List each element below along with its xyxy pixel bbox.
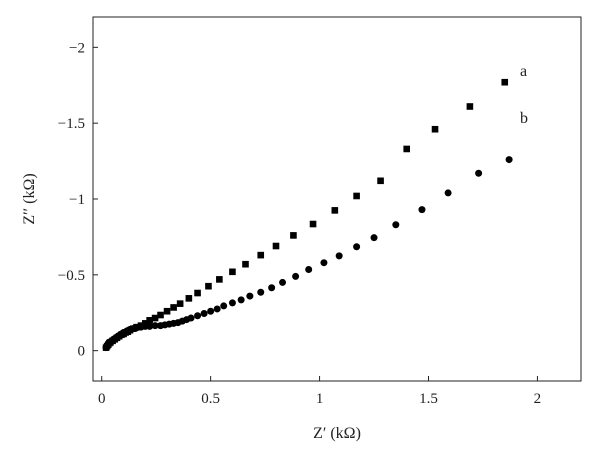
series-b-point xyxy=(246,292,254,300)
x-tick-label: 2 xyxy=(534,391,542,407)
x-tick-label: 0.5 xyxy=(201,391,220,407)
series-a-point xyxy=(403,145,411,153)
y-tick-label: −0.5 xyxy=(58,268,85,284)
series-b-point xyxy=(257,288,265,296)
series-a-point xyxy=(290,232,297,239)
series-b-point xyxy=(200,310,208,318)
x-tick-label: 0 xyxy=(98,391,106,407)
series-a-point xyxy=(242,260,249,268)
series-a-point xyxy=(151,314,159,322)
y-tick-label: 0 xyxy=(78,344,86,360)
series-b-point xyxy=(146,322,154,330)
series-b-point xyxy=(194,312,202,320)
series-a xyxy=(102,78,509,351)
series-a-label: a xyxy=(520,63,527,80)
series-b-point xyxy=(151,322,159,330)
series-b-point xyxy=(228,299,236,307)
series-b-point xyxy=(292,272,300,280)
series-b-point xyxy=(237,296,245,304)
series-a-point xyxy=(216,276,223,283)
series-b-point xyxy=(187,314,195,322)
series-a-point xyxy=(272,242,280,250)
series-a-point xyxy=(176,300,184,307)
series-b-point xyxy=(370,234,378,242)
y-tick-label: −2 xyxy=(69,40,85,56)
series-a-point xyxy=(146,317,153,324)
series-b-point xyxy=(279,278,287,286)
series-a-point xyxy=(353,192,360,200)
y-tick-label: −1.5 xyxy=(58,116,85,132)
series-a-point xyxy=(157,311,164,319)
series-b-point xyxy=(213,305,221,313)
series-b-label: b xyxy=(520,110,528,127)
series-a-point xyxy=(170,304,177,311)
x-tick-label: 1.5 xyxy=(419,391,438,407)
series-b-point xyxy=(475,169,483,177)
series-b-point xyxy=(335,252,343,260)
series-a-point xyxy=(163,307,171,315)
series-b-point xyxy=(392,221,400,229)
series-b xyxy=(102,156,513,352)
series-a-point xyxy=(331,207,339,214)
series-b-point xyxy=(444,189,452,197)
data-points xyxy=(102,78,513,352)
series-a-point xyxy=(205,282,212,290)
series-b-point xyxy=(353,243,361,251)
series-a-point xyxy=(309,220,317,228)
series-a-point xyxy=(431,125,439,133)
x-axis: 0 0.5 1 1.5 2 xyxy=(98,376,541,407)
series-a-point xyxy=(501,78,509,86)
y-tick-label: −1 xyxy=(69,192,85,208)
x-tick-label: 1 xyxy=(316,391,324,407)
y-axis: 0 −0.5 −1 −1.5 −2 xyxy=(58,40,98,360)
series-a-point xyxy=(185,295,193,302)
series-a-point xyxy=(466,103,474,110)
x-axis-label: Z′ (kΩ) xyxy=(313,425,361,442)
series-b-point xyxy=(305,266,313,274)
series-b-point xyxy=(220,302,228,310)
series-a-point xyxy=(257,251,265,259)
series-a-point xyxy=(194,289,201,297)
series-b-point xyxy=(320,259,328,267)
series-b-point xyxy=(207,307,215,315)
series-b-point xyxy=(268,284,276,292)
series-b-point xyxy=(418,206,426,214)
series-a-point xyxy=(229,268,236,276)
series-a-point xyxy=(377,177,384,185)
y-axis-label: Z′′ (kΩ) xyxy=(21,173,38,224)
series-b-point xyxy=(505,156,513,164)
